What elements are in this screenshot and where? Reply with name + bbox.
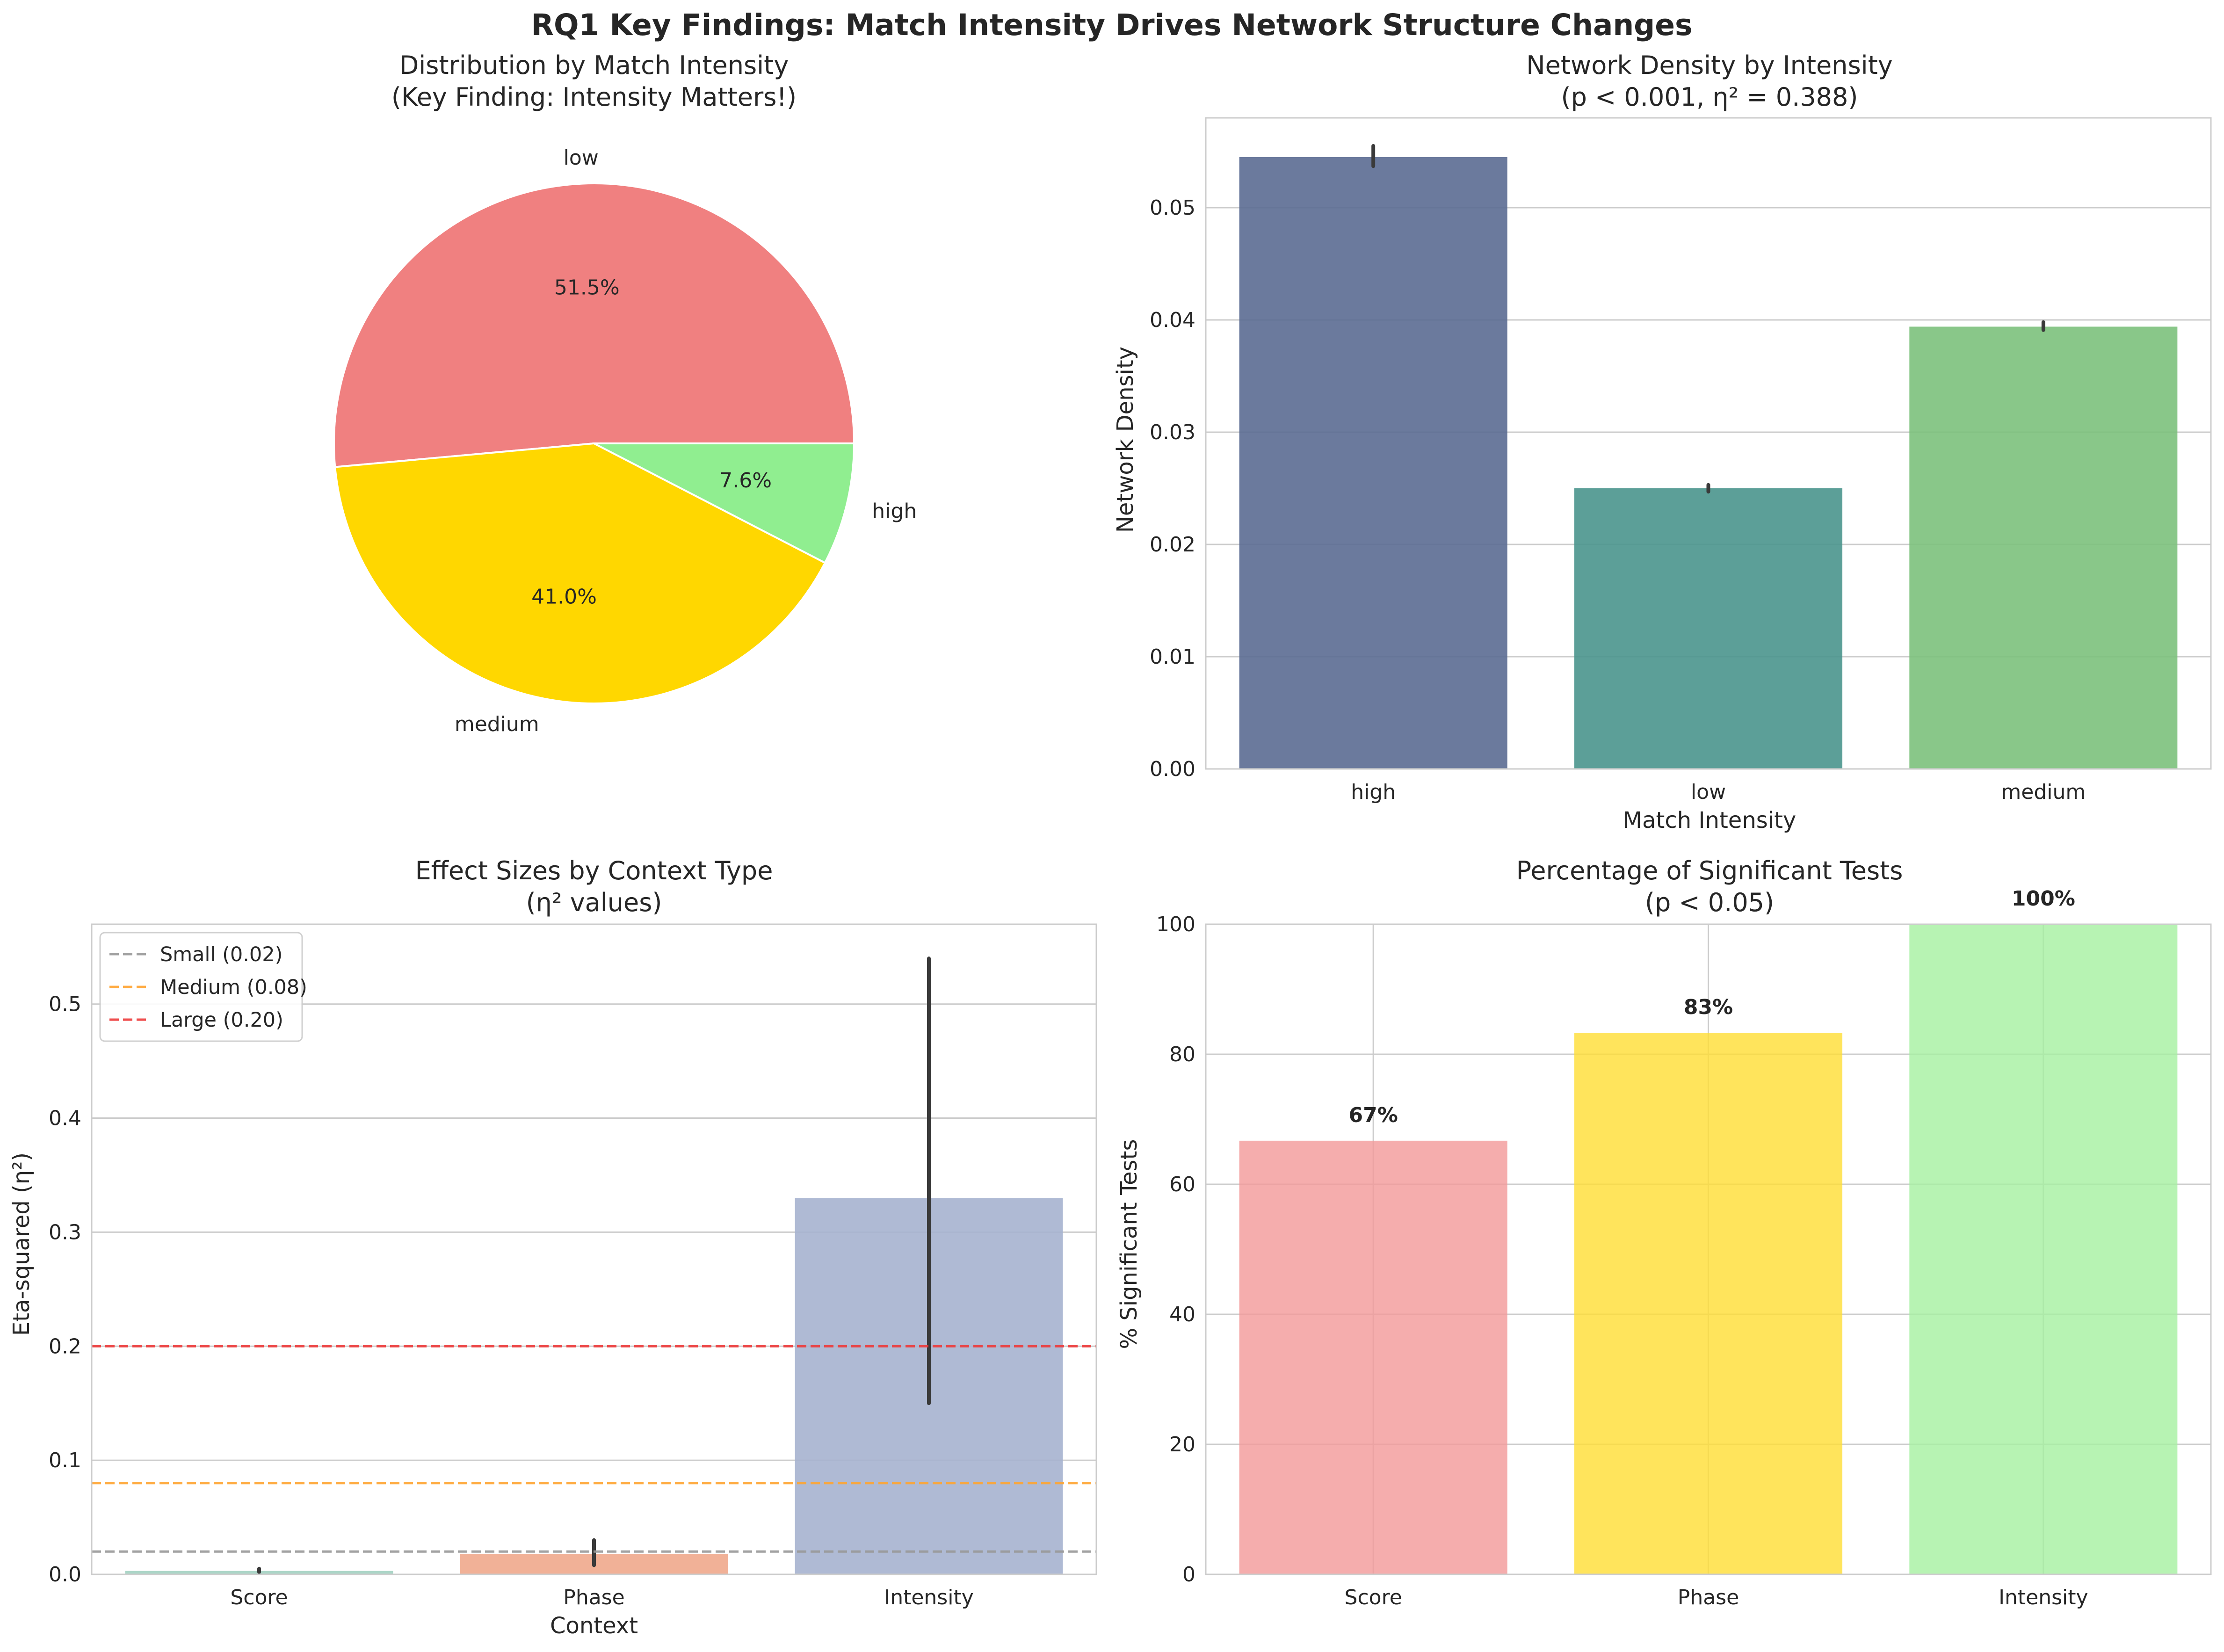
effect-size-y-tick-label: 0.5 — [49, 993, 81, 1016]
significance-x-tick-label: Intensity — [1999, 1586, 2088, 1609]
density-y-tick-label: 0.04 — [1150, 308, 1195, 332]
effect-size-y-tick-label: 0.2 — [49, 1334, 81, 1358]
effect-size-y-tick-label: 0.1 — [49, 1449, 81, 1472]
density-title: Network Density by Intensity — [1526, 51, 1893, 80]
significance-x-tick-label: Phase — [1678, 1586, 1739, 1609]
significance-y-tick-label: 100 — [1156, 913, 1195, 936]
effect-size-x-axis-label: Context — [550, 1613, 638, 1639]
effect-size-y-tick-label: 0.4 — [49, 1107, 81, 1130]
density-y-tick-label: 0.01 — [1150, 645, 1195, 669]
pie-percent-medium: 41.0% — [531, 585, 597, 609]
effect-size-legend-entry: Medium (0.08) — [160, 976, 307, 999]
significance-subtitle: (p < 0.05) — [1645, 888, 1774, 917]
significance-y-tick-label: 0 — [1182, 1563, 1195, 1587]
density-bar-high — [1239, 157, 1507, 769]
density-y-tick-label: 0.02 — [1150, 533, 1195, 557]
density-y-tick-label: 0.03 — [1150, 420, 1195, 444]
significance-bar-phase — [1574, 1033, 1843, 1574]
density-x-tick-label: low — [1691, 780, 1726, 804]
effect-size-title: Effect Sizes by Context Type — [415, 856, 773, 885]
pie-panel: Distribution by Match Intensity (Key Fin… — [333, 51, 917, 736]
effect-size-plot: 0.0 0.1 0.2 0.3 0.4 0.5 Score Phase Intensity Sma… — [49, 923, 1097, 1609]
effect-size-legend: Small (0.02) Medium (0.08) Large (0.20) — [99, 932, 307, 1042]
density-y-axis-label: Network Density — [1112, 347, 1138, 533]
significance-title: Percentage of Significant Tests — [1516, 856, 1903, 885]
pie-label-high: high — [872, 500, 917, 523]
significance-y-tick-label: 20 — [1169, 1433, 1195, 1456]
significance-bar-intensity — [1909, 924, 2178, 1574]
significance-bar-score — [1239, 1140, 1507, 1574]
effect-size-x-tick-label: Intensity — [884, 1586, 974, 1609]
pie-slice-medium — [334, 442, 826, 705]
significance-y-tick-label: 40 — [1169, 1303, 1195, 1326]
density-axes-frame — [1205, 117, 2212, 770]
density-plot: 0.00 0.01 0.02 0.03 0.04 0.05 high low medium — [1150, 117, 2212, 804]
significance-y-tick-label: 80 — [1169, 1043, 1195, 1066]
effect-size-x-tick-label: Phase — [563, 1586, 624, 1609]
density-x-tick-label: medium — [2001, 780, 2086, 804]
significance-value-label: 67% — [1349, 1103, 1398, 1127]
pie-percent-high: 7.6% — [719, 469, 772, 493]
density-y-tick-label: 0.00 — [1150, 757, 1195, 781]
pie-label-low: low — [564, 146, 599, 170]
density-bar-medium — [1909, 326, 2178, 769]
effect-size-legend-box — [99, 932, 303, 1042]
density-panel: Network Density by Intensity (p < 0.001,… — [1112, 51, 1893, 833]
effect-size-y-tick-label: 0.0 — [49, 1563, 81, 1587]
significance-y-tick-label: 60 — [1169, 1173, 1195, 1196]
effect-size-legend-entry: Large (0.20) — [160, 1008, 283, 1032]
pie-title: Distribution by Match Intensity — [399, 51, 789, 80]
significance-y-axis-label: % Significant Tests — [1116, 1139, 1142, 1349]
density-y-tick-label: 0.05 — [1150, 196, 1195, 220]
pie-subtitle: (Key Finding: Intensity Matters!) — [391, 82, 797, 112]
significance-value-label: 100% — [2012, 887, 2075, 911]
effect-size-y-tick-label: 0.3 — [49, 1220, 81, 1244]
significance-plot: 0 20 40 60 80 100 67% 83% 100% Score Phase Intensit… — [1156, 887, 2212, 1609]
significance-x-tick-label: Score — [1345, 1586, 1402, 1609]
effect-size-axes-frame — [91, 923, 1097, 1575]
density-x-tick-label: high — [1351, 780, 1396, 804]
pie-slice-low — [333, 182, 855, 468]
density-bar-low — [1574, 488, 1843, 769]
effect-size-legend-entry: Small (0.02) — [160, 943, 283, 966]
effect-size-y-axis-label: Eta-squared (η²) — [8, 1152, 35, 1336]
significance-value-label: 83% — [1684, 995, 1733, 1019]
significance-panel: Percentage of Significant Tests (p < 0.0… — [1116, 856, 1903, 1349]
effect-size-subtitle: (η² values) — [526, 888, 662, 917]
pie-slice-high — [594, 442, 855, 564]
pie-slices: low 51.5% medium 41.0% high 7.6% — [333, 146, 917, 736]
density-x-axis-label: Match Intensity — [1623, 807, 1797, 833]
effect-size-panel: Effect Sizes by Context Type (η² values)… — [8, 856, 773, 1639]
effect-size-x-tick-label: Score — [230, 1586, 288, 1609]
density-subtitle: (p < 0.001, η² = 0.388) — [1561, 82, 1858, 112]
significance-axes-frame — [1205, 923, 2212, 1575]
pie-percent-low: 51.5% — [554, 276, 620, 300]
figure-suptitle: RQ1 Key Findings: Match Intensity Drives… — [531, 8, 1692, 42]
pie-label-medium: medium — [455, 712, 539, 736]
